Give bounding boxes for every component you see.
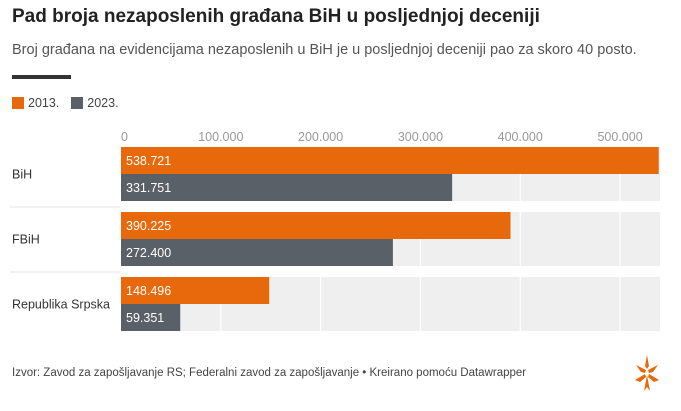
bar-value-label: 148.496 (126, 284, 171, 298)
category-label: FBiH (12, 233, 40, 247)
x-tick-label: 0 (121, 130, 128, 144)
bar-2023 (121, 174, 453, 201)
bar-value-label: 331.751 (126, 181, 171, 195)
chart-title: Pad broja nezaposlenih građana BiH u pos… (12, 6, 540, 27)
x-tick-label: 100.000 (198, 130, 243, 144)
bar-value-label: 272.400 (126, 246, 171, 260)
bar-chart: 0 100.000 200.000 300.000 400.000 500.000 BiH F… (10, 130, 660, 335)
chart-legend: 2013. 2023. (12, 96, 119, 110)
x-tick-label: 200.000 (298, 130, 343, 144)
title-divider (12, 75, 71, 79)
legend-item-2023: 2023. (71, 96, 119, 110)
rfe-rl-fire-icon (635, 355, 659, 391)
x-tick-label: 300.000 (398, 130, 443, 144)
category-label: Republika Srpska (12, 298, 110, 312)
bar-2023 (121, 304, 181, 331)
bar-value-label: 538.721 (126, 154, 171, 168)
legend-label-2023: 2023. (87, 96, 119, 110)
x-tick-label: 500.000 (597, 130, 642, 144)
bar-2013 (121, 277, 270, 304)
legend-swatch-2023 (71, 97, 84, 109)
chart-subtitle: Broj građana na evidencijama nezaposleni… (12, 42, 637, 58)
category-label: BiH (12, 168, 32, 182)
bar-value-label: 390.225 (126, 219, 171, 233)
bar-value-label: 59.351 (126, 311, 164, 325)
legend-label-2013: 2013. (28, 96, 60, 110)
legend-item-2013: 2013. (12, 96, 59, 110)
bar-2013 (121, 212, 511, 239)
legend-swatch-2013 (12, 97, 24, 109)
bar-2023 (121, 239, 393, 266)
source-note: Izvor: Zavod za zapošljavanje RS; Federa… (12, 367, 527, 379)
x-tick-label: 400.000 (498, 130, 543, 144)
bar-2013 (121, 147, 659, 174)
